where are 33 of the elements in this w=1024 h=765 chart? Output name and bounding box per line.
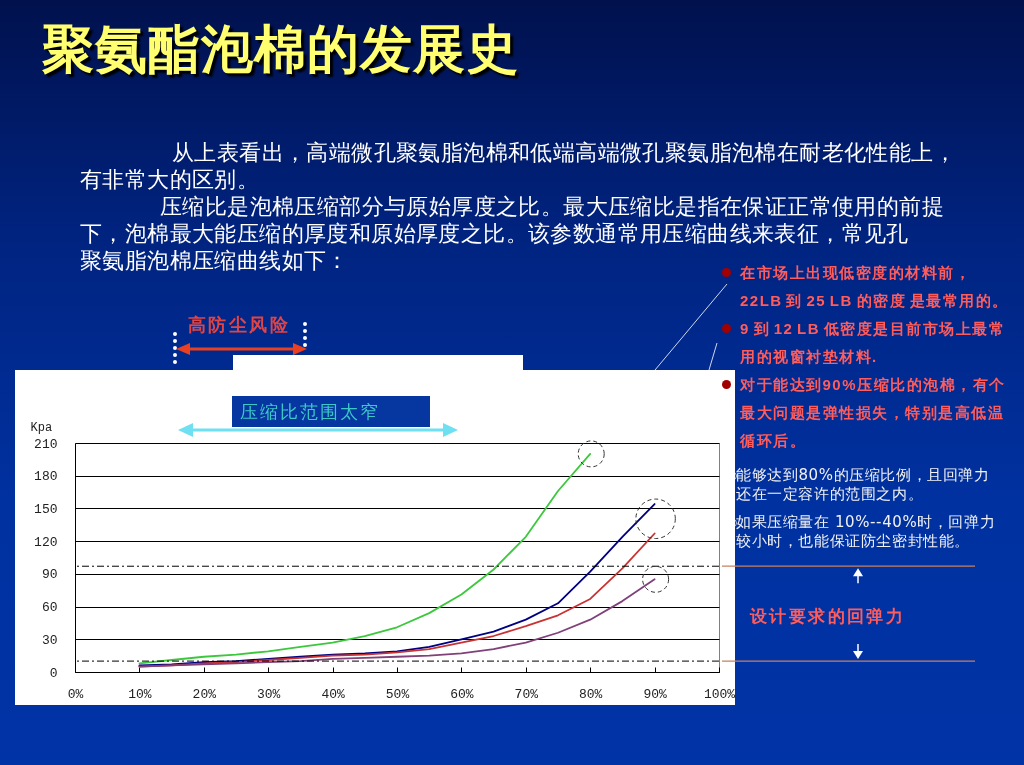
x-tick-label: 100% (703, 686, 736, 702)
x-tick-label: 20% (192, 686, 217, 702)
x-tick-label: 30% (257, 686, 281, 702)
text: 压缩比是泡棉压缩部分与原始厚度之比。最大压缩比是指在保证正常使用的前提下，泡棉最大能压缩的厚度和原始厚度之比。该参数通常用压缩曲线来表征，常见孔 (80, 193, 945, 247)
text: 压缩比范围太窄 (232, 396, 430, 427)
y-tick-label: 120 (34, 534, 58, 550)
x-tick-label: 50% (385, 686, 410, 702)
text: 设计要求的回弹力 (750, 605, 906, 628)
x-tick-label: 60% (450, 686, 474, 702)
text: 能够达到80%的压缩比例，且回弹力还在一定容许的范围之内。 (736, 466, 990, 503)
text: 9 到 12 LB 低密度是目前市场上最常用的视窗衬垫材料. (740, 320, 1006, 365)
y-tick-label: 30 (41, 632, 58, 648)
x-tick-label: 80% (579, 686, 603, 702)
y-tick-label: 0 (49, 665, 58, 681)
x-tick-label: 40% (321, 686, 345, 702)
text: 高防尘风险 (188, 313, 290, 337)
y-axis-title: Kpa (30, 420, 53, 435)
x-tick-label: 0% (67, 686, 84, 702)
y-tick-label: 90 (41, 567, 58, 583)
y-tick-label: 60 (41, 600, 58, 616)
text: 如果压缩量在 10%--40%时，回弹力较小时，也能保证防尘密封性能。 (736, 513, 996, 550)
y-tick-label: 180 (34, 469, 58, 485)
text: 聚氨脂泡棉压缩曲线如下： (80, 248, 349, 273)
x-tick-label: 70% (514, 686, 539, 702)
x-tick-label: 90% (643, 686, 667, 702)
y-tick-label: 210 (34, 436, 58, 452)
chart-title: 聚氨酯泡棉的发展史 (42, 17, 519, 81)
line-series (138, 503, 656, 667)
y-tick-label: 150 (34, 501, 58, 517)
text: 在市场上出现低密度的材料前，22LB 到 25 LB 的密度 是最常用的。 (740, 264, 1009, 309)
text: 从上表看出，高端微孔聚氨脂泡棉和低端高端微孔聚氨脂泡棉在耐老化性能上，有非常大的区别。 (80, 139, 957, 193)
x-tick-label: 10% (128, 686, 152, 702)
text: 对于能达到90%压缩比的泡棉，有个最大问题是弹性损失，特别是高低温循环后。 (740, 376, 1006, 449)
